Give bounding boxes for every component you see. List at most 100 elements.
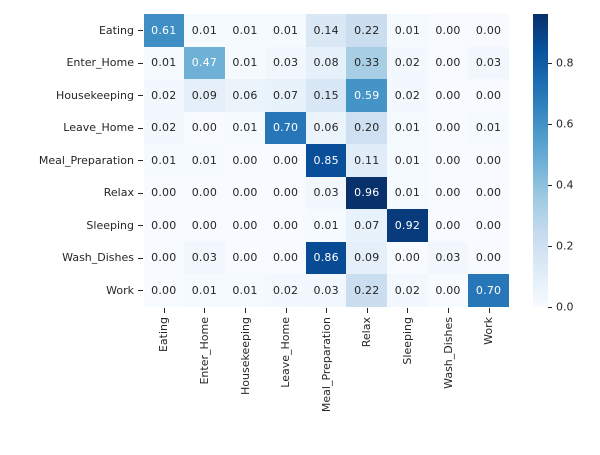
y-tick-mark (137, 257, 143, 259)
heatmap-cell-Relax-Housekeeping: 0.00 (224, 176, 266, 209)
heatmap-cell-Housekeeping-Leave_Home: 0.07 (265, 79, 306, 112)
heatmap-cell-Relax-Work: 0.00 (468, 176, 509, 209)
y-tick-mark (137, 30, 143, 32)
heatmap-cell-Housekeeping-Sleeping: 0.02 (387, 79, 428, 112)
colorbar-tick-label: 0.0 (556, 300, 574, 313)
y-tick-label-Relax: Relax (103, 186, 134, 200)
y-tick-mark (137, 95, 143, 97)
x-tick-label-Eating: Eating (157, 316, 171, 352)
x-tick-mark (488, 308, 490, 313)
x-tick-label-Meal_Preparation: Meal_Preparation (319, 316, 333, 412)
heatmap-cell-Wash_Dishes-Meal_Preparation: 0.86 (305, 241, 347, 274)
x-tick-label-Relax: Relax (360, 316, 374, 347)
colorbar-tick-label: 0.6 (556, 117, 574, 131)
heatmap-cell-Work-Housekeeping: 0.01 (224, 274, 266, 307)
heatmap-cell-Wash_Dishes-Sleeping: 0.00 (387, 241, 428, 274)
heatmap-cell-Enter_Home-Housekeeping: 0.01 (224, 46, 266, 79)
colorbar-tick-label: 0.8 (556, 56, 574, 70)
heatmap-cell-Eating-Relax: 0.22 (346, 14, 388, 47)
heatmap-cell-Sleeping-Housekeeping: 0.00 (224, 209, 266, 242)
colorbar-tick-mark (548, 245, 552, 247)
heatmap-cell-Work-Sleeping: 0.02 (387, 274, 428, 307)
heatmap-cell-Wash_Dishes-Housekeeping: 0.00 (224, 241, 266, 274)
x-tick-mark (245, 308, 246, 313)
x-tick-mark (448, 308, 449, 313)
heatmap-cell-Eating-Sleeping: 0.01 (387, 14, 428, 47)
x-tick-mark (407, 308, 409, 313)
heatmap-cell-Eating-Work: 0.00 (468, 14, 509, 47)
heatmap-cell-Relax-Eating: 0.00 (143, 176, 185, 209)
colorbar-tick-mark (548, 184, 552, 186)
heatmap-cell-Meal_Preparation-Work: 0.00 (468, 144, 509, 177)
x-tick-label-Work: Work (482, 316, 496, 345)
colorbar-tick-label: 0.4 (556, 178, 574, 192)
y-tick-mark (137, 62, 143, 64)
heatmap-cell-Leave_Home-Relax: 0.20 (346, 111, 388, 144)
x-tick-label-Wash_Dishes: Wash_Dishes (441, 316, 455, 389)
heatmap-cell-Housekeeping-Meal_Preparation: 0.15 (305, 79, 347, 112)
heatmap-cell-Sleeping-Leave_Home: 0.00 (265, 209, 306, 242)
heatmap-cell-Enter_Home-Eating: 0.01 (143, 46, 185, 79)
heatmap-cell-Enter_Home-Enter_Home: 0.47 (184, 46, 225, 79)
heatmap-cell-Sleeping-Wash_Dishes: 0.00 (427, 209, 469, 242)
heatmap-cell-Eating-Meal_Preparation: 0.14 (305, 14, 347, 47)
heatmap-cell-Work-Meal_Preparation: 0.03 (305, 274, 347, 307)
colorbar-tick-label: 0.2 (556, 239, 574, 253)
heatmap-cell-Sleeping-Relax: 0.07 (346, 209, 388, 242)
heatmap-cell-Leave_Home-Enter_Home: 0.00 (184, 111, 225, 144)
heatmap-cell-Relax-Sleeping: 0.01 (387, 176, 428, 209)
y-tick-label-Housekeeping: Housekeeping (56, 88, 134, 102)
heatmap-cell-Enter_Home-Wash_Dishes: 0.00 (427, 46, 469, 79)
x-tick-mark (326, 308, 328, 313)
x-tick-label-Leave_Home: Leave_Home (279, 316, 293, 388)
heatmap-cell-Relax-Meal_Preparation: 0.03 (305, 176, 347, 209)
heatmap-cell-Meal_Preparation-Wash_Dishes: 0.00 (427, 144, 469, 177)
heatmap-cell-Sleeping-Meal_Preparation: 0.01 (305, 209, 347, 242)
heatmap-cell-Sleeping-Work: 0.00 (468, 209, 509, 242)
heatmap-cell-Meal_Preparation-Sleeping: 0.01 (387, 144, 428, 177)
heatmap-cell-Wash_Dishes-Work: 0.00 (468, 241, 509, 274)
y-tick-label-Meal_Preparation: Meal_Preparation (38, 153, 134, 167)
heatmap-cell-Eating-Eating: 0.61 (143, 14, 185, 47)
y-tick-mark (137, 160, 143, 162)
y-tick-label-Work: Work (106, 283, 134, 297)
heatmap-cell-Eating-Housekeeping: 0.01 (224, 14, 266, 47)
heatmap-cell-Meal_Preparation-Eating: 0.01 (143, 144, 185, 177)
heatmap-cell-Work-Eating: 0.00 (143, 274, 185, 307)
heatmap-cell-Relax-Enter_Home: 0.00 (184, 176, 225, 209)
heatmap-cell-Housekeeping-Relax: 0.59 (346, 79, 388, 112)
heatmap-cell-Enter_Home-Work: 0.03 (468, 46, 509, 79)
y-tick-label-Enter_Home: Enter_Home (66, 56, 134, 70)
heatmap-cell-Enter_Home-Relax: 0.33 (346, 46, 388, 79)
heatmap-cell-Wash_Dishes-Relax: 0.09 (346, 241, 388, 274)
heatmap-cell-Wash_Dishes-Wash_Dishes: 0.03 (427, 241, 469, 274)
heatmap-cell-Leave_Home-Eating: 0.02 (143, 111, 185, 144)
heatmap-cell-Work-Enter_Home: 0.01 (184, 274, 225, 307)
heatmap-cell-Work-Work: 0.70 (468, 274, 509, 307)
x-tick-label-Sleeping: Sleeping (400, 316, 414, 365)
heatmap-cell-Leave_Home-Work: 0.01 (468, 111, 509, 144)
colorbar-tick-mark (548, 62, 552, 64)
heatmap-cell-Meal_Preparation-Relax: 0.11 (346, 144, 388, 177)
heatmap-cell-Sleeping-Enter_Home: 0.00 (184, 209, 225, 242)
heatmap-grid: 0.61 0.01 0.01 0.01 0.14 0.22 0.01 0.00 0.00 0.01… (143, 14, 509, 307)
heatmap-cell-Leave_Home-Meal_Preparation: 0.06 (305, 111, 347, 144)
colorbar-gradient (532, 14, 548, 307)
y-tick-label-Sleeping: Sleeping (86, 218, 134, 232)
heatmap-cell-Housekeeping-Eating: 0.02 (143, 79, 185, 112)
x-tick-mark (285, 308, 287, 313)
heatmap-cell-Eating-Leave_Home: 0.01 (265, 14, 306, 47)
heatmap-cell-Wash_Dishes-Leave_Home: 0.00 (265, 241, 306, 274)
colorbar-tick-mark (548, 306, 552, 308)
heatmap-cell-Relax-Leave_Home: 0.00 (265, 176, 306, 209)
heatmap-cell-Leave_Home-Housekeeping: 0.01 (224, 111, 266, 144)
x-tick-label-Housekeeping: Housekeeping (238, 316, 252, 395)
heatmap-cell-Work-Relax: 0.22 (346, 274, 388, 307)
colorbar-tick-mark (548, 123, 552, 125)
heatmap-cell-Housekeeping-Enter_Home: 0.09 (184, 79, 225, 112)
heatmap-cell-Enter_Home-Sleeping: 0.02 (387, 46, 428, 79)
heatmap-cell-Sleeping-Sleeping: 0.92 (387, 209, 428, 242)
heatmap-cell-Meal_Preparation-Meal_Preparation: 0.85 (305, 144, 347, 177)
heatmap-cell-Meal_Preparation-Housekeeping: 0.00 (224, 144, 266, 177)
